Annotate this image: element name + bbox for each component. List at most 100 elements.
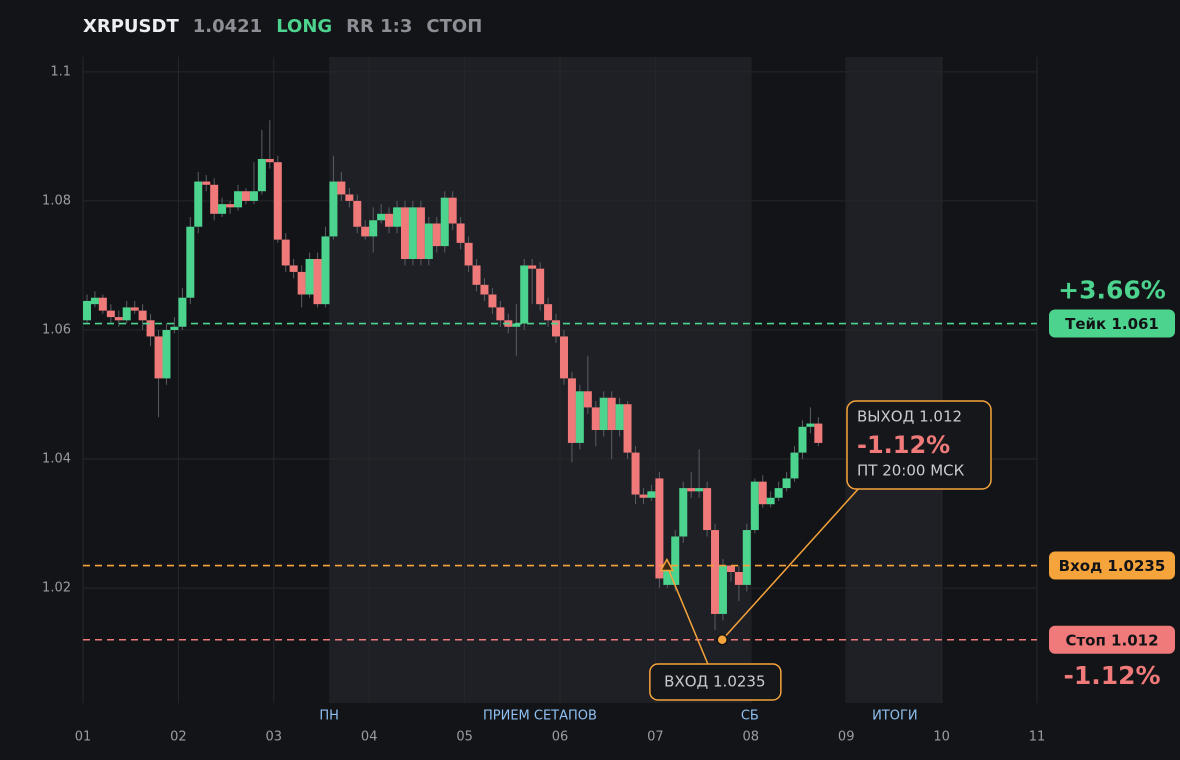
candle-body	[241, 191, 250, 201]
candle-body	[583, 391, 592, 408]
candle-body	[202, 181, 211, 185]
candle-body	[385, 213, 394, 227]
candle-body	[750, 481, 759, 531]
candle-body	[790, 452, 799, 479]
candle-body	[257, 158, 266, 192]
candle-body	[456, 223, 465, 243]
candle-body	[98, 297, 107, 311]
candle-body	[758, 481, 767, 505]
entry-label: ВХОД 1.0235	[664, 673, 765, 691]
level-pct: -1.12%	[1063, 661, 1160, 690]
candle-body	[83, 300, 92, 321]
exit-box	[846, 400, 992, 490]
header: XRPUSDT 1.0421 LONG RR 1:3 СТОП	[83, 16, 482, 37]
candle-body	[400, 207, 409, 259]
candle-body	[448, 197, 457, 224]
candle-body	[218, 204, 227, 214]
candle-body	[480, 284, 489, 295]
candle-body	[782, 478, 791, 489]
candle-body	[408, 207, 417, 259]
x-tick-label: 10	[933, 730, 950, 745]
level-pct: +3.66%	[1058, 276, 1166, 305]
candle-body	[234, 191, 243, 208]
candle-body	[226, 204, 235, 208]
y-tick-label: 1.04	[42, 452, 71, 467]
level-pill	[1049, 625, 1175, 654]
session-label: ПН	[319, 709, 339, 724]
session-band	[329, 57, 750, 703]
candle-body	[496, 307, 505, 321]
candle-body	[353, 200, 362, 227]
level-label: Стоп 1.012	[1065, 631, 1158, 649]
candle-body	[472, 265, 481, 285]
candle-body	[416, 207, 425, 259]
candle-body	[520, 265, 529, 324]
level-label: Тейк 1.061	[1065, 315, 1159, 333]
x-tick-label: 02	[170, 730, 187, 745]
risk-reward: RR 1:3	[346, 16, 413, 37]
session-label: ПРИЕМ СЕТАПОВ	[483, 709, 597, 724]
candle-body	[647, 491, 656, 498]
candle-body	[432, 223, 441, 247]
candle-body	[560, 336, 569, 379]
candle-body	[734, 571, 743, 585]
candle-body	[337, 181, 346, 195]
candle-body	[265, 158, 274, 163]
candle-body	[393, 207, 402, 227]
candle-body	[122, 307, 131, 321]
candle-body	[138, 310, 147, 321]
level-pill	[1049, 551, 1175, 580]
candle-body	[273, 162, 282, 240]
candle-body	[512, 323, 521, 327]
x-tick-label: 11	[1029, 730, 1046, 745]
candle-body	[464, 242, 473, 266]
entry-marker	[659, 557, 675, 572]
candle-body	[162, 329, 171, 379]
level-pill	[1049, 309, 1175, 338]
y-tick-label: 1.08	[42, 193, 71, 208]
side: LONG	[276, 16, 333, 37]
candle-body	[567, 378, 576, 443]
candle-body	[544, 304, 553, 321]
candle-body	[178, 297, 187, 327]
symbol: XRPUSDT	[83, 16, 179, 37]
session-label: СБ	[741, 709, 759, 724]
x-tick-label: 01	[75, 730, 92, 745]
candle-body	[766, 497, 775, 505]
candle-body	[695, 488, 704, 492]
candle-body	[297, 271, 306, 295]
candle-body	[814, 423, 823, 443]
candle-body	[170, 326, 179, 330]
candle-body	[424, 223, 433, 259]
candle-body	[718, 565, 727, 614]
y-tick-label: 1.06	[42, 322, 71, 337]
candle-body	[329, 181, 338, 237]
candle-body	[146, 320, 155, 337]
candle-body	[210, 184, 219, 214]
exit-connector	[721, 488, 859, 641]
candle-body	[114, 317, 123, 321]
exit-label: -1.12%	[857, 431, 950, 459]
x-tick-label: 07	[647, 730, 664, 745]
candle-body	[536, 268, 545, 305]
session-label: ИТОГИ	[872, 709, 918, 724]
candle-body	[711, 530, 720, 614]
candle-body	[639, 494, 648, 498]
candle-body	[599, 397, 608, 431]
candle-body	[575, 391, 584, 443]
x-tick-label: 05	[456, 730, 473, 745]
session-band	[847, 57, 943, 703]
candle-body	[663, 565, 672, 585]
candle-body	[369, 220, 378, 237]
candle-body	[305, 258, 314, 295]
y-tick-label: 1.1	[50, 64, 71, 79]
candle-body	[798, 426, 807, 453]
exit-label: ПТ 20:00 МСК	[857, 462, 965, 480]
candle-body	[361, 226, 370, 237]
x-tick-label: 03	[266, 730, 283, 745]
candle-body	[679, 488, 688, 537]
candle-body	[488, 294, 497, 308]
candle-body	[623, 404, 632, 453]
